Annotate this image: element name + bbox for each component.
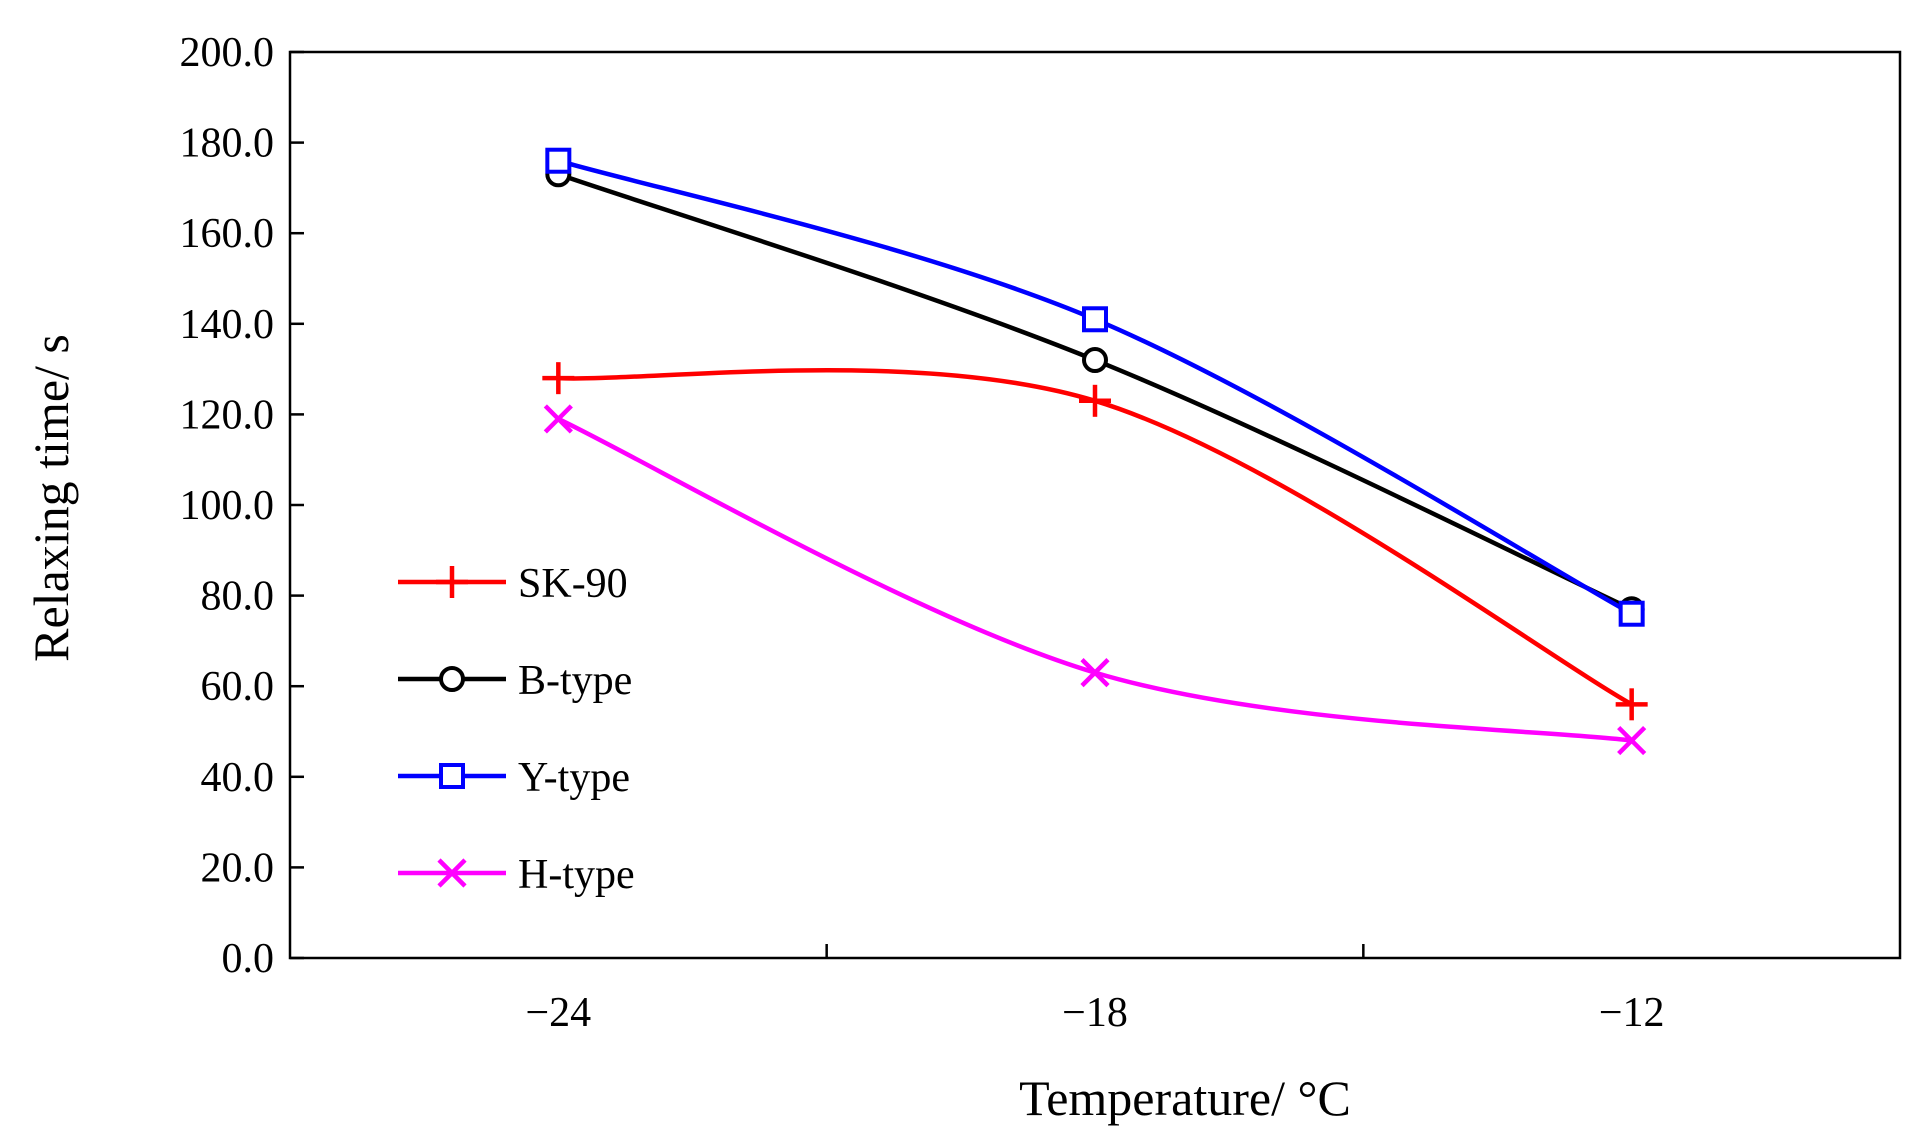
x-axis-title: Temperature/ °C [1019,1070,1351,1126]
series-line-h-type [557,416,1632,743]
y-tick-label: 160.0 [180,211,275,257]
x-tick-label: −18 [1062,990,1128,1036]
point-y-type-0-shape [545,147,572,174]
y-tick-label: 140.0 [180,302,275,348]
x-axis: −24 −18 −12 [525,944,1665,1036]
point-y-type-2 [1618,600,1645,627]
point-sk-90-2 [1615,688,1648,721]
legend-item-y-type: Y-type [398,755,630,801]
legend: SK-90 B-type Y-type H-type [398,561,635,898]
legend-item-b-type: B-type [398,658,632,704]
y-tick-label: 100.0 [180,483,275,529]
series-layer [542,147,1648,756]
y-tick-label: 80.0 [201,574,275,620]
legend-marker-h-type [437,858,467,888]
point-h-type-2 [1617,725,1647,756]
point-h-type-0 [543,404,573,434]
legend-label: H-type [518,852,635,898]
legend-marker-y-type-shape [439,763,465,789]
y-tick-label: 0.0 [222,936,275,982]
y-tick-label: 60.0 [201,664,275,710]
y-tick-label: 20.0 [201,845,275,891]
plot-frame [288,50,1902,960]
legend-marker-b-type [439,666,465,692]
point-y-type-1-shape [1082,306,1108,333]
y-tick-label: 40.0 [201,755,275,801]
y-axis: 0.0 20.0 40.0 60.0 80.0 100.0 120.0 140.0 160.0 1… [180,30,304,982]
legend-item-sk-90: SK-90 [398,561,628,607]
point-y-type-2-shape [1618,600,1645,627]
x-tick-label: −12 [1599,990,1665,1036]
y-tick-label: 200.0 [180,30,275,76]
y-tick-label: 180.0 [180,121,275,167]
point-y-type-0 [545,147,572,174]
point-h-type-1 [1080,658,1110,688]
legend-marker-b-type-shape [439,666,465,692]
point-b-type-1-shape [1082,347,1108,374]
point-sk-90-1 [1079,384,1111,417]
y-axis-title: Relaxing time/ s [23,334,79,662]
x-tick-label: −24 [525,990,591,1036]
legend-marker-sk-90 [436,566,468,598]
point-h-type-2-d2 [1617,725,1647,756]
point-sk-90-0 [542,362,575,395]
point-h-type-1-d2 [1080,658,1110,688]
legend-item-h-type: H-type [398,852,635,898]
point-y-type-1 [1082,306,1108,333]
legend-label: B-type [518,658,632,704]
legend-label: SK-90 [518,561,628,607]
plot-area [288,50,1902,960]
point-h-type-0-d2 [543,404,573,434]
legend-label: Y-type [518,755,630,801]
legend-marker-h-type-d2 [437,858,467,888]
y-tick-label: 120.0 [180,392,275,438]
point-b-type-1 [1082,347,1108,374]
series-line-sk-90 [558,368,1633,707]
legend-marker-y-type [439,763,465,789]
